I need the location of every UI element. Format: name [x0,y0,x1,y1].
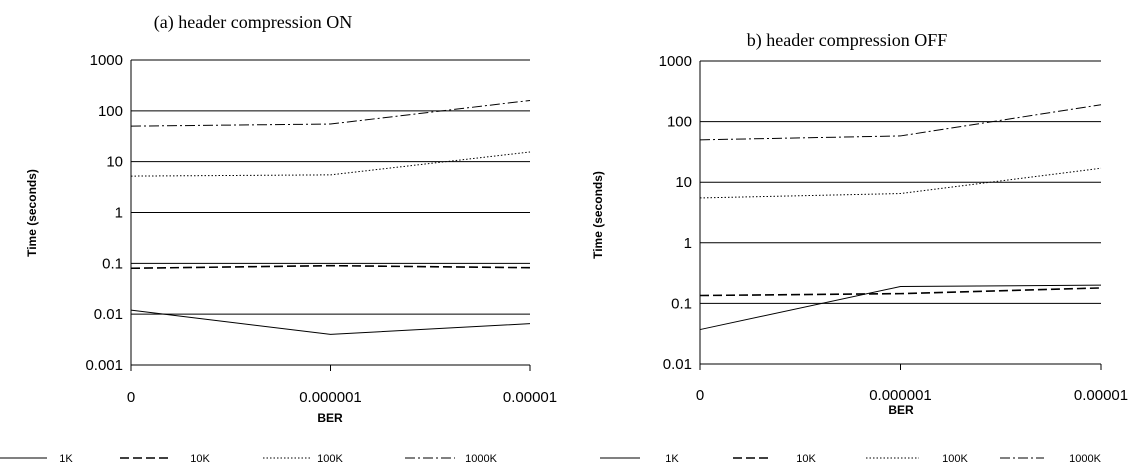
series-lines [699,104,1102,331]
y-tick-label: 0.01 [663,356,692,373]
y-tick-labels: 1000 100 10 1 0.1 0.01 0.001 [85,52,123,374]
x-tick-label: 0 [127,389,135,406]
chart-header-compression-off: b) header compression OFF 1000 100 10 1 0.1 0… [591,30,1128,465]
legend-label: 1000K [465,453,497,465]
y-tick-label: 0.1 [102,255,123,272]
legend: 1K 10K 100K 1000K [600,453,1102,465]
chart-title: (a) header compression ON [154,12,352,33]
series-line-10K [699,287,1102,297]
legend-label: 1K [665,453,679,465]
series-lines [130,99,531,335]
y-tick-label: 0.01 [94,306,123,323]
y-tick-label: 10 [675,174,692,191]
x-tick-label: 0 [696,387,704,404]
series-line-100K [130,151,531,177]
y-tick-label: 1 [115,205,123,222]
series-line-1K [699,284,1102,331]
legend-label: 100K [317,453,343,465]
legend-label: 1K [59,453,73,465]
x-tick-label: 0.00001 [1074,387,1128,404]
y-axis-label: Time (seconds) [591,171,605,259]
y-tick-label: 1 [684,235,692,252]
series-line-1K [130,309,531,335]
y-tick-labels: 1000 100 10 1 0.1 0.01 [659,53,692,373]
x-axis-label: BER [317,411,343,425]
y-tick-label: 1000 [659,53,692,70]
legend-label: 10K [190,453,210,465]
gridlines [699,60,1102,370]
gridlines [130,59,531,371]
y-tick-label: 0.001 [85,357,123,374]
y-tick-label: 0.1 [671,295,692,312]
series-line-1000K [130,99,531,127]
x-tick-labels: 0 0.000001 0.00001 [127,389,557,406]
x-tick-label: 0.00001 [503,389,557,406]
y-axis-label: Time (seconds) [25,169,39,257]
series-line-10K [130,264,531,270]
series-line-1000K [699,104,1102,141]
chart-header-compression-on: (a) header compression ON 1000 100 10 1 0.1 0… [0,12,557,465]
y-tick-label: 100 [98,103,123,120]
legend-label: 1000K [1069,453,1101,465]
x-tick-labels: 0 0.000001 0.00001 [696,387,1128,404]
y-tick-label: 10 [106,154,123,171]
y-tick-label: 1000 [90,52,123,69]
legend-label: 10K [796,453,816,465]
y-tick-label: 100 [667,114,692,131]
legend: 1K 10K 100K 1000K [0,453,498,465]
x-tick-label: 0.000001 [869,387,932,404]
x-axis-label: BER [888,403,914,417]
chart-title: b) header compression OFF [747,30,947,51]
series-line-100K [699,167,1102,199]
legend-label: 100K [942,453,968,465]
x-tick-label: 0.000001 [299,389,362,406]
